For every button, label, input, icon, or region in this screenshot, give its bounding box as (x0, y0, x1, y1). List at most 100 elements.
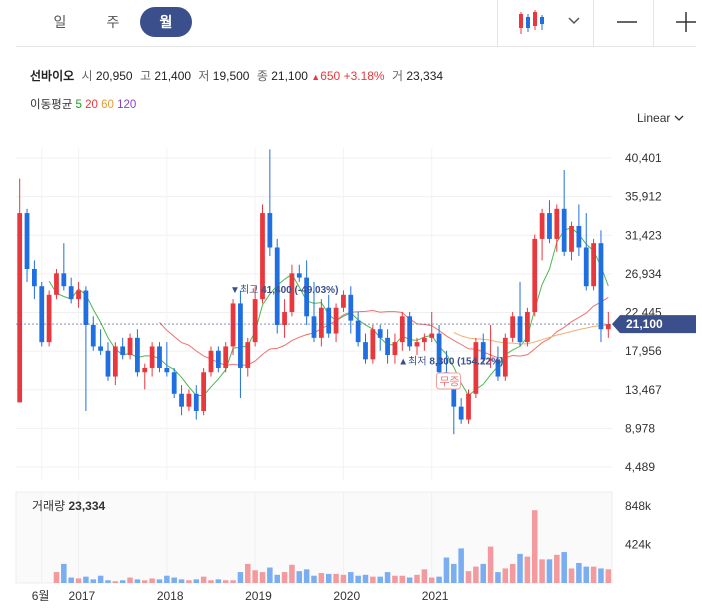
candle-body (296, 273, 302, 278)
candle (112, 342, 118, 386)
zoom-in-button[interactable] (653, 0, 702, 46)
candle (583, 213, 589, 291)
price-tick-label: 4,489 (625, 460, 655, 474)
quote-summary: 선바이오 시 20,950 고 21,400 저 19,500 종 21,100… (30, 67, 443, 84)
high-marker: ▼최고 41,400 (-49.03%) (230, 284, 338, 296)
volume-bar (480, 563, 486, 583)
price-tick-label: 26,934 (625, 267, 662, 281)
candle (473, 337, 479, 399)
stock-name: 선바이오 (30, 69, 75, 83)
candle-body (385, 337, 390, 356)
volume-bar (230, 580, 236, 583)
candle-body (201, 372, 207, 411)
candle (524, 307, 530, 347)
close-label: 종 (256, 69, 268, 83)
tab-week[interactable]: 주 (106, 14, 120, 30)
scale-mode-dropdown[interactable]: Linear (637, 111, 684, 125)
volume-bar (156, 579, 163, 583)
candle-body (68, 286, 74, 300)
x-axis-label: 6월 (32, 589, 50, 603)
candle (296, 264, 302, 282)
ma-60: 60 (101, 99, 114, 111)
volume-bar (421, 569, 428, 583)
high-label: 고 (139, 69, 151, 83)
event-marker-box (435, 372, 461, 390)
x-axis-label: 2020 (333, 589, 360, 603)
candle-body (46, 294, 52, 343)
volume-bar (495, 572, 501, 583)
volume-bar (465, 571, 472, 583)
candle (547, 200, 552, 244)
candle (318, 299, 324, 347)
candle-body (598, 243, 604, 330)
candle (311, 281, 317, 343)
volume-bar (340, 574, 347, 583)
candle-body (547, 213, 552, 239)
chart-type-button[interactable] (497, 0, 594, 46)
volume-value: 23,334 (406, 69, 444, 83)
volume-bar (200, 576, 207, 583)
candle (238, 290, 243, 399)
candle-body (179, 393, 184, 407)
volume-bar (355, 575, 361, 583)
candle (488, 324, 493, 368)
volume-bar (208, 580, 214, 583)
candle (421, 333, 427, 351)
volume-bar (303, 569, 310, 583)
candle (502, 333, 508, 381)
candle (208, 346, 214, 377)
candle (76, 281, 81, 308)
volume-bar (53, 572, 60, 583)
candle (598, 230, 604, 343)
candle-body (164, 367, 170, 373)
candle-body (524, 312, 530, 343)
candle (591, 238, 596, 291)
ma-5: 5 (75, 99, 82, 111)
x-axis-label: 2019 (245, 589, 272, 603)
volume-bar (83, 576, 89, 583)
chevron-down-icon (568, 17, 580, 25)
volume-bar (75, 578, 82, 583)
candle-body (127, 337, 133, 356)
candle-body (223, 346, 229, 368)
candle-body (539, 213, 545, 239)
volume-bar (193, 579, 200, 583)
candle-body (39, 286, 45, 343)
candle-body (436, 333, 442, 373)
candle (495, 346, 501, 381)
up-arrow-icon: ▲ (311, 72, 321, 82)
volume-bar (554, 554, 560, 583)
change-value: 650 (320, 69, 341, 83)
zoom-out-button[interactable] (593, 0, 654, 46)
volume-label: 거 (391, 69, 403, 83)
candle (414, 337, 420, 356)
high-marker-value: 41,400 (-49.03%) (261, 285, 338, 296)
candle (135, 329, 140, 377)
candle-body (407, 316, 413, 347)
ma-20: 20 (85, 99, 98, 111)
volume-bar (524, 556, 531, 583)
volume-bar (318, 572, 325, 583)
candle (451, 380, 457, 435)
volume-bar (428, 577, 435, 583)
candle (179, 385, 184, 416)
candle (127, 333, 133, 360)
candle-body (532, 238, 538, 313)
candle (32, 260, 37, 300)
candle (267, 149, 273, 257)
candle-body (473, 342, 479, 394)
volume-bar (112, 581, 119, 583)
tab-day[interactable]: 일 (53, 14, 67, 30)
candle (532, 234, 538, 317)
tab-month[interactable]: 월 (140, 7, 192, 37)
candle (363, 333, 368, 364)
moving-average-legend: 이동평균 5 20 60 120 (30, 96, 136, 112)
candle (370, 324, 376, 364)
volume-bar (576, 562, 582, 583)
candle-body (583, 247, 589, 287)
candle-body (377, 329, 383, 338)
candle-body (458, 406, 464, 420)
volume-bar (97, 575, 104, 583)
volume-bar (348, 572, 354, 583)
